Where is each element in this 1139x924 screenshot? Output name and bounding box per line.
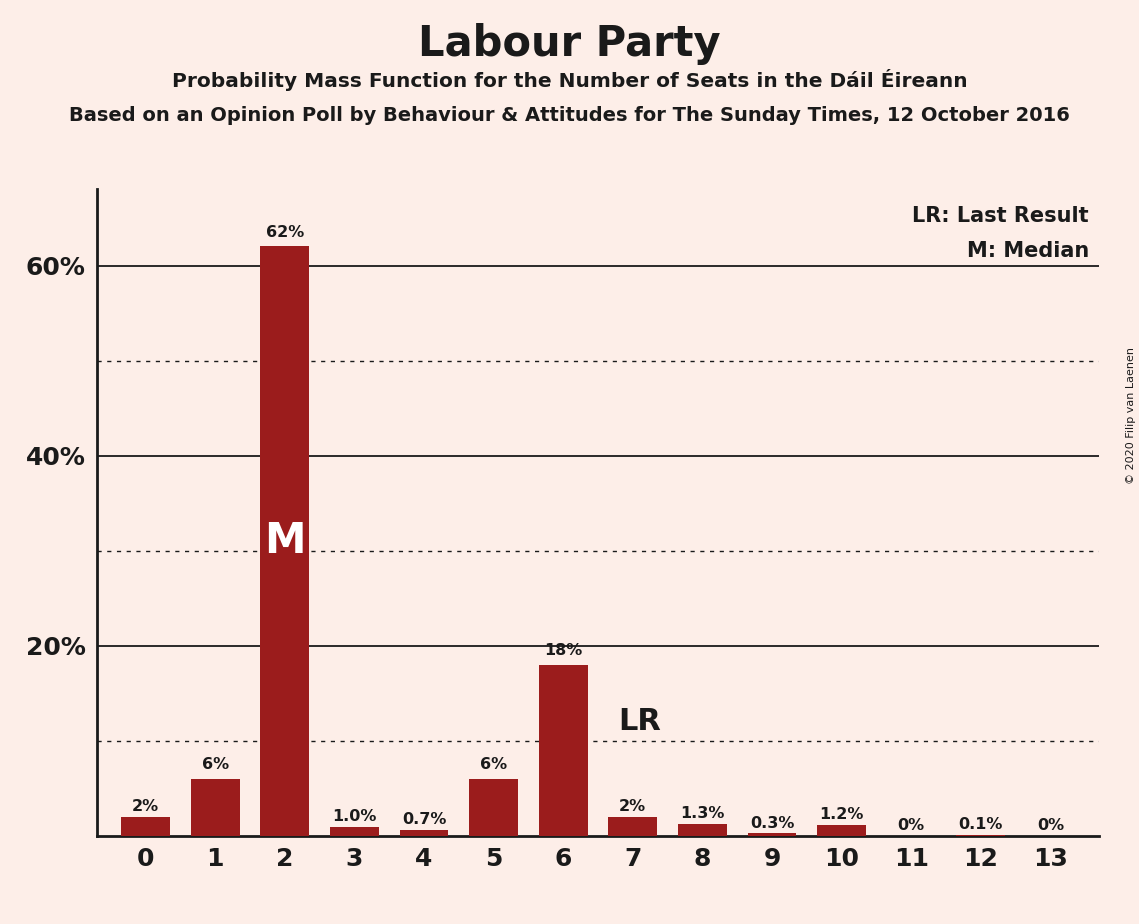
Text: Based on an Opinion Poll by Behaviour & Attitudes for The Sunday Times, 12 Octob: Based on an Opinion Poll by Behaviour & … — [69, 106, 1070, 126]
Bar — [191, 779, 239, 836]
Text: 0.3%: 0.3% — [749, 816, 794, 831]
Text: 62%: 62% — [265, 225, 304, 240]
Text: © 2020 Filip van Laenen: © 2020 Filip van Laenen — [1126, 347, 1136, 484]
Text: 2%: 2% — [132, 799, 159, 814]
Text: 0%: 0% — [1036, 819, 1064, 833]
Text: Probability Mass Function for the Number of Seats in the Dáil Éireann: Probability Mass Function for the Number… — [172, 69, 967, 91]
Text: 1.3%: 1.3% — [680, 806, 724, 821]
Bar — [817, 825, 866, 836]
Text: M: M — [264, 520, 305, 563]
Text: M: Median: M: Median — [967, 241, 1089, 261]
Text: Labour Party: Labour Party — [418, 23, 721, 65]
Bar — [747, 833, 796, 836]
Bar — [330, 827, 378, 836]
Text: 6%: 6% — [202, 758, 229, 772]
Text: 6%: 6% — [480, 758, 507, 772]
Bar — [957, 835, 1005, 836]
Bar — [400, 830, 449, 836]
Text: LR: LR — [618, 708, 661, 736]
Text: 2%: 2% — [620, 799, 646, 814]
Text: 0.7%: 0.7% — [402, 811, 446, 827]
Bar — [678, 824, 727, 836]
Text: 1.0%: 1.0% — [333, 808, 377, 824]
Text: 18%: 18% — [544, 643, 582, 658]
Bar — [539, 665, 588, 836]
Bar — [121, 817, 170, 836]
Bar — [261, 247, 309, 836]
Text: 0%: 0% — [898, 819, 925, 833]
Text: 0.1%: 0.1% — [959, 818, 1003, 833]
Text: LR: Last Result: LR: Last Result — [912, 206, 1089, 225]
Bar — [608, 817, 657, 836]
Bar — [469, 779, 518, 836]
Text: 1.2%: 1.2% — [819, 807, 863, 822]
